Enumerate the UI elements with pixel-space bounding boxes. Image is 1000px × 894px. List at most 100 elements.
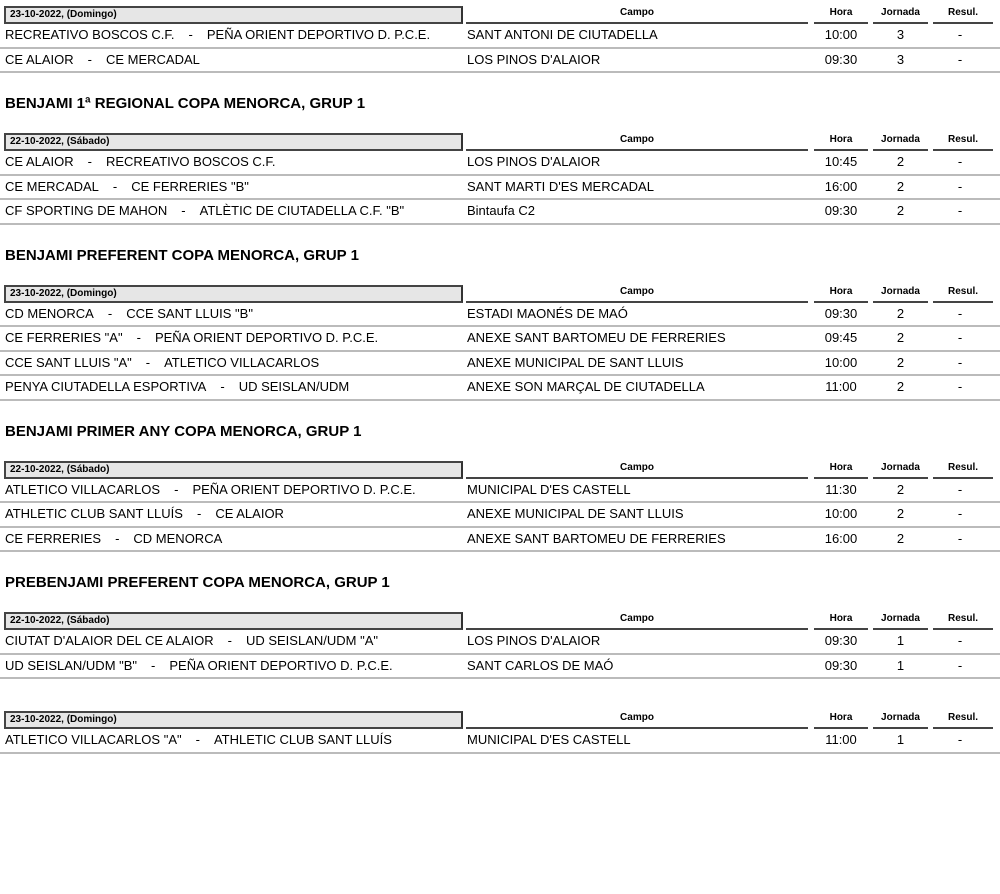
column-jornada: Jornada [873,612,928,630]
home-team: ATLETICO VILLACARLOS [5,481,161,497]
matchday: 2 [896,530,905,546]
away-team: ATLETICO VILLACARLOS [164,354,320,370]
kickoff-time: 09:30 [824,305,858,321]
home-team: CF SPORTING DE MAHON [5,203,168,218]
venue: MUNICIPAL D'ES CASTELL [467,732,631,747]
venue: LOS PINOS D'ALAIOR [467,51,601,67]
venue: ANEXE SANT BARTOMEU DE FERRERIES [467,330,726,345]
kickoff-time: 09:30 [824,203,858,218]
column-hora: Hora [814,461,868,479]
matchday: 3 [896,27,905,42]
match-day-table: 23-10-2022, (Domingo) Campo Hora Jornada Res… [0,6,1000,73]
matchday: 3 [896,51,905,67]
separator: - [227,633,232,648]
match-row: CD MENORCA - CCE SANT LLUIS "B" ESTADI MAON… [0,303,1000,327]
competition-section: 23-10-2022, (Domingo) Campo Hora Jornada Res… [0,6,1000,73]
teams: RECREATIVO BOSCOS C.F. - PEÑA ORIENT DEPOR… [5,24,430,46]
venue: MUNICIPAL D'ES CASTELL [467,481,631,497]
home-team: ATLETICO VILLACARLOS "A" [5,732,182,747]
result: - [957,633,963,648]
separator: - [107,305,113,321]
match-row: UD SEISLAN/UDM "B" - PEÑA ORIENT DEPORTIVO… [0,655,1000,679]
result: - [957,354,963,370]
matchday: 2 [896,154,905,169]
matchday: 2 [896,305,905,321]
column-jornada: Jornada [873,711,928,729]
venue: SANT ANTONI DE CIUTADELLA [467,27,658,42]
matchday: 2 [896,354,905,370]
result: - [957,379,963,394]
home-team: CCE SANT LLUIS "A" [5,354,132,370]
column-hora: Hora [814,6,868,24]
column-campo: Campo [466,133,808,151]
venue: LOS PINOS D'ALAIOR [467,633,601,648]
separator: - [136,330,141,345]
result: - [957,154,963,169]
table-header: 23-10-2022, (Domingo) Campo Hora Jornada Res… [0,6,1000,24]
away-team: CE FERRERIES "B" [131,178,249,194]
separator: - [196,506,202,521]
home-team: CE ALAIOR [5,154,74,169]
kickoff-time: 10:45 [824,154,858,169]
match-row: ATHLETIC CLUB SANT LLUÍS - CE ALAIOR ANEXE … [0,503,1000,528]
column-hora: Hora [814,711,868,729]
separator: - [87,154,92,169]
kickoff-time: 11:30 [825,481,857,497]
separator: - [195,732,200,747]
teams: CD MENORCA - CCE SANT LLUIS "B" [5,303,253,325]
separator: - [220,379,225,394]
match-row: CIUTAT D'ALAIOR DEL CE ALAIOR - UD SEISLAN… [0,630,1000,655]
column-resul: Resul. [933,461,993,479]
section-title: BENJAMI PREFERENT COPA MENORCA, GRUP 1 [5,246,359,264]
match-row: CCE SANT LLUIS "A" - ATLETICO VILLACARLOS A… [0,352,1000,376]
section-title: BENJAMI PRIMER ANY COPA MENORCA, GRUP 1 [5,422,362,440]
kickoff-time: 11:00 [825,379,857,394]
match-row: CE FERRERIES "A" - PEÑA ORIENT DEPORTIVO D… [0,327,1000,352]
venue: ANEXE SANT BARTOMEU DE FERRERIES [467,530,726,546]
teams: CF SPORTING DE MAHON - ATLÈTIC DE CIUTADEL… [5,200,404,222]
result: - [957,732,963,747]
kickoff-time: 09:30 [824,51,858,67]
venue: Bintaufa C2 [467,203,535,218]
column-resul: Resul. [933,133,993,151]
column-hora: Hora [814,133,868,151]
venue: ANEXE MUNICIPAL DE SANT LLUIS [467,354,684,370]
date-header: 23-10-2022, (Domingo) [4,711,463,729]
result: - [957,481,963,497]
competition-section: BENJAMI PRIMER ANY COPA MENORCA, GRUP 1 2… [0,422,1000,552]
home-team: RECREATIVO BOSCOS C.F. [5,27,175,42]
column-resul: Resul. [933,612,993,630]
table-header: 23-10-2022, (Domingo) Campo Hora Jornada Res… [0,284,1000,303]
date-header: 22-10-2022, (Sábado) [4,612,463,630]
match-day-table: 22-10-2022, (Sábado) Campo Hora Jornada Resu… [0,133,1000,225]
competition-section: BENJAMI 1ª REGIONAL COPA MENORCA, GRUP 1… [0,94,1000,225]
teams: CCE SANT LLUIS "A" - ATLETICO VILLACARLOS [5,352,319,374]
column-jornada: Jornada [873,6,928,24]
matchday: 2 [896,330,905,345]
column-campo: Campo [466,461,808,479]
match-day-table: 22-10-2022, (Sábado) Campo Hora Jornada Resu… [0,612,1000,679]
match-day-table: 23-10-2022, (Domingo) Campo Hora Jornada Res… [0,711,1000,754]
result: - [957,530,963,546]
matchday: 1 [896,657,905,673]
competition-section: BENJAMI PREFERENT COPA MENORCA, GRUP 1 23… [0,246,1000,401]
column-hora: Hora [814,285,868,303]
match-row: CF SPORTING DE MAHON - ATLÈTIC DE CIUTADEL… [0,200,1000,225]
result: - [957,506,963,521]
away-team: UD SEISLAN/UDM [238,379,350,394]
away-team: UD SEISLAN/UDM "A" [245,633,378,648]
column-campo: Campo [466,6,808,24]
separator: - [151,657,156,673]
section-title: BENJAMI 1ª REGIONAL COPA MENORCA, GRUP 1 [5,95,366,112]
home-team: ATHLETIC CLUB SANT LLUÍS [5,506,183,521]
matchday: 2 [896,178,905,194]
separator: - [87,51,92,67]
column-campo: Campo [466,612,808,630]
away-team: PEÑA ORIENT DEPORTIVO D. P.C.E. [169,657,393,673]
kickoff-time: 10:00 [824,354,858,370]
result: - [957,657,963,673]
table-header: 22-10-2022, (Sábado) Campo Hora Jornada Resu… [0,460,1000,479]
home-team: UD SEISLAN/UDM "B" [5,657,138,673]
column-jornada: Jornada [873,133,928,151]
kickoff-time: 09:30 [824,657,858,673]
